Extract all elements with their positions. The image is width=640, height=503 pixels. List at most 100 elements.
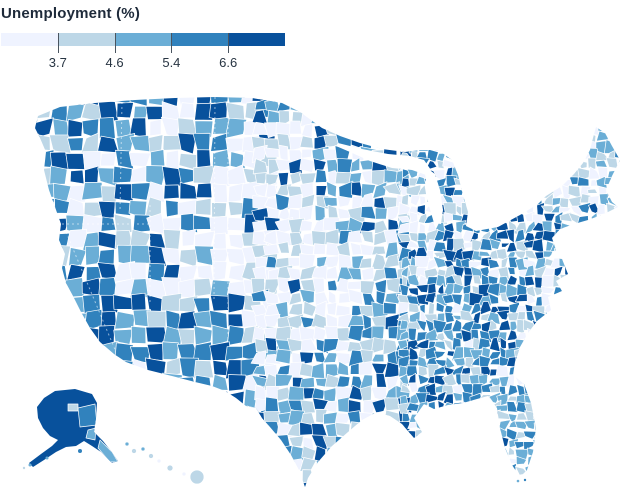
county[interactable]	[50, 452, 71, 473]
county[interactable]	[313, 243, 326, 255]
county[interactable]	[549, 474, 562, 487]
county[interactable]	[606, 116, 619, 126]
county[interactable]	[226, 390, 245, 410]
county[interactable]	[370, 353, 385, 363]
county[interactable]	[433, 141, 444, 153]
county[interactable]	[570, 114, 583, 127]
county[interactable]	[336, 361, 349, 376]
county[interactable]	[299, 87, 317, 103]
county[interactable]	[397, 86, 413, 103]
county[interactable]	[406, 463, 421, 477]
hawaii-island[interactable]	[148, 453, 154, 459]
hawaii-big-island[interactable]	[189, 469, 205, 485]
county[interactable]	[533, 377, 546, 388]
county[interactable]	[568, 420, 581, 429]
county[interactable]	[193, 277, 213, 297]
county[interactable]	[564, 265, 574, 279]
county[interactable]	[613, 201, 627, 215]
county[interactable]	[359, 243, 376, 256]
county[interactable]	[623, 364, 635, 375]
county[interactable]	[435, 104, 447, 115]
county[interactable]	[634, 220, 640, 234]
county[interactable]	[415, 133, 430, 144]
county[interactable]	[505, 186, 520, 200]
county[interactable]	[595, 216, 609, 223]
county[interactable]	[289, 120, 303, 135]
county[interactable]	[571, 257, 581, 268]
county[interactable]	[425, 426, 440, 442]
county[interactable]	[469, 446, 485, 460]
county[interactable]	[569, 148, 584, 160]
county[interactable]	[543, 94, 556, 105]
county[interactable]	[559, 239, 574, 254]
county[interactable]	[615, 321, 623, 334]
county[interactable]	[162, 472, 183, 490]
county[interactable]	[408, 472, 417, 487]
county[interactable]	[603, 476, 617, 484]
county[interactable]	[541, 358, 556, 370]
county[interactable]	[633, 275, 640, 285]
county[interactable]	[463, 410, 471, 420]
county[interactable]	[559, 294, 575, 308]
county[interactable]	[544, 448, 555, 460]
county[interactable]	[424, 472, 437, 486]
county[interactable]	[34, 261, 52, 281]
county[interactable]	[536, 481, 547, 491]
county[interactable]	[251, 144, 268, 164]
county[interactable]	[615, 358, 627, 369]
county[interactable]	[479, 409, 490, 425]
county[interactable]	[531, 385, 548, 398]
county[interactable]	[115, 374, 133, 393]
county[interactable]	[442, 420, 457, 433]
county[interactable]	[551, 148, 566, 161]
county[interactable]	[612, 178, 626, 187]
county[interactable]	[532, 121, 546, 133]
hawaii-inset[interactable]	[124, 441, 205, 485]
county[interactable]	[627, 375, 636, 385]
county[interactable]	[534, 393, 546, 402]
county[interactable]	[488, 292, 499, 305]
county[interactable]	[400, 448, 410, 460]
county[interactable]	[264, 337, 277, 352]
county[interactable]	[553, 436, 563, 451]
county[interactable]	[623, 339, 634, 348]
counties-layer[interactable]	[17, 85, 640, 503]
county[interactable]	[370, 120, 387, 136]
county[interactable]	[408, 88, 420, 98]
county[interactable]	[250, 423, 268, 440]
county[interactable]	[531, 402, 543, 414]
county[interactable]	[625, 179, 635, 187]
county[interactable]	[442, 86, 457, 98]
county[interactable]	[569, 374, 583, 388]
county[interactable]	[606, 374, 620, 388]
county[interactable]	[525, 157, 538, 171]
county[interactable]	[487, 113, 499, 125]
county[interactable]	[624, 311, 634, 322]
county[interactable]	[18, 438, 38, 457]
county[interactable]	[552, 374, 562, 387]
county[interactable]	[594, 422, 610, 430]
county[interactable]	[561, 372, 574, 387]
county[interactable]	[444, 471, 457, 487]
county[interactable]	[414, 97, 428, 108]
county[interactable]	[165, 357, 181, 378]
county[interactable]	[509, 150, 518, 163]
county[interactable]	[251, 468, 269, 487]
county[interactable]	[336, 195, 352, 208]
county[interactable]	[436, 97, 447, 105]
county[interactable]	[471, 215, 484, 224]
county[interactable]	[513, 143, 529, 153]
county[interactable]	[578, 104, 590, 118]
county[interactable]	[495, 248, 509, 261]
county[interactable]	[504, 143, 519, 152]
county[interactable]	[489, 185, 501, 199]
county[interactable]	[313, 469, 330, 486]
county[interactable]	[544, 473, 555, 484]
county[interactable]	[432, 87, 445, 100]
county[interactable]	[358, 360, 374, 376]
county[interactable]	[603, 437, 619, 450]
county[interactable]	[577, 472, 592, 482]
county[interactable]	[35, 486, 55, 503]
county[interactable]	[625, 420, 637, 432]
county[interactable]	[569, 428, 580, 442]
